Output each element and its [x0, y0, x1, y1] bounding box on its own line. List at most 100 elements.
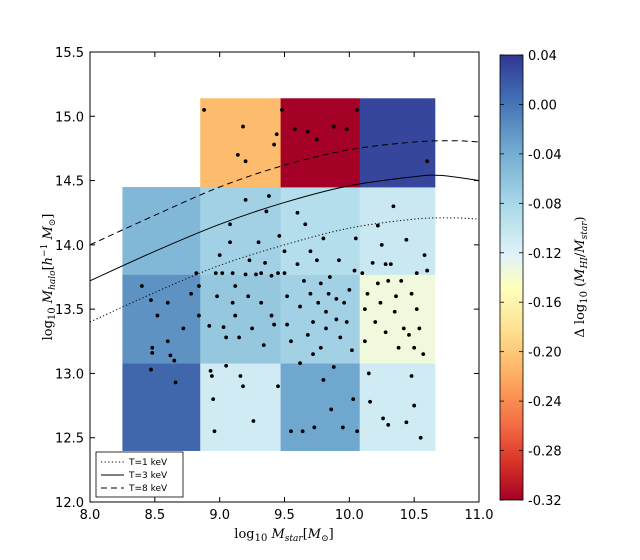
data-point	[292, 127, 297, 132]
heatmap-cell-6	[200, 98, 282, 188]
data-point	[334, 296, 339, 301]
y-tick-label: 15.0	[55, 110, 84, 125]
data-point	[381, 416, 385, 421]
data-point	[243, 159, 248, 164]
y-axis-label: log10 Mhalo[h−1 M⊙]	[40, 214, 58, 341]
data-point	[355, 107, 360, 112]
data-point	[315, 137, 319, 142]
x-tick-label: 11.0	[465, 508, 494, 523]
data-point	[404, 237, 409, 242]
data-point	[298, 304, 302, 309]
data-point	[251, 419, 256, 423]
data-point	[289, 339, 293, 344]
data-point	[399, 278, 404, 283]
curve-dashed	[90, 140, 479, 246]
data-point	[401, 326, 406, 331]
data-point	[197, 313, 201, 318]
data-point	[329, 407, 334, 412]
data-point	[228, 222, 232, 227]
y-tick-label: 14.5	[55, 175, 84, 190]
heatmap-cell-7	[280, 363, 361, 451]
data-point	[295, 262, 300, 267]
heatmap-cell-8	[280, 274, 361, 364]
data-point	[351, 397, 356, 402]
data-point	[324, 326, 328, 331]
data-point	[391, 204, 396, 209]
data-point	[263, 260, 267, 265]
data-point	[338, 335, 343, 340]
data-point	[267, 194, 271, 198]
data-point	[282, 271, 287, 276]
data-point	[272, 322, 277, 327]
data-point	[295, 210, 300, 215]
data-point	[375, 281, 380, 286]
data-point	[316, 300, 321, 305]
data-point	[202, 107, 207, 112]
data-point	[224, 363, 229, 368]
data-point	[168, 353, 173, 358]
data-point	[386, 422, 391, 427]
x-axis-label: log10 Mstar[M⊙]	[234, 527, 333, 544]
data-point	[256, 240, 261, 245]
heatmap-cell-10	[280, 98, 361, 188]
data-point	[326, 291, 331, 296]
heatmap-cell-4	[200, 274, 282, 364]
data-point	[300, 429, 305, 434]
y-tick-label: 13.0	[55, 367, 84, 382]
data-point	[172, 358, 177, 363]
data-point	[243, 197, 248, 202]
data-point	[259, 300, 264, 305]
data-point	[277, 233, 282, 238]
y-axis-ticks: 12.0 12.5 13.0 13.5 14.0 14.5 15.0 15.5	[55, 46, 479, 511]
data-point	[250, 326, 254, 331]
data-point	[342, 300, 347, 305]
data-point	[315, 258, 319, 263]
x-tick-label: 8.5	[144, 508, 165, 523]
y-tick-label: 14.0	[55, 239, 84, 254]
x-tick-label: 8.0	[80, 508, 101, 523]
colorbar-tick-label: -0.04	[528, 148, 562, 163]
data-point	[269, 313, 274, 318]
data-point	[285, 294, 289, 299]
x-tick-label: 10.0	[335, 508, 364, 523]
data-point	[412, 403, 417, 408]
colorbar-tick-label: 0.04	[528, 49, 557, 64]
data-point	[246, 294, 251, 299]
heatmap-cell-14	[359, 98, 436, 188]
data-point	[409, 374, 414, 378]
data-point	[261, 343, 266, 348]
data-point	[303, 222, 308, 227]
data-point	[230, 300, 235, 305]
x-tick-label: 10.5	[400, 508, 429, 523]
data-point	[305, 129, 310, 134]
heatmap-cell-9	[280, 187, 361, 275]
data-point	[334, 317, 339, 322]
data-point	[211, 397, 216, 402]
data-point	[276, 384, 280, 389]
legend: T=1 keV T=3 keV T=8 keV	[95, 451, 184, 498]
heatmap-cell-0	[122, 363, 201, 451]
data-point	[285, 322, 289, 327]
colorbar-tick-label: -0.24	[528, 395, 562, 410]
colorbar	[499, 54, 524, 501]
data-point	[331, 124, 336, 129]
data-point	[298, 361, 302, 366]
data-point	[318, 281, 323, 286]
data-point	[254, 272, 258, 277]
data-point	[386, 278, 391, 283]
data-point	[360, 271, 365, 276]
data-point	[247, 258, 252, 263]
data-point	[207, 323, 212, 328]
colorbar-ticks: 0.04 0.00 -0.04 -0.08 -0.12 -0.16 -0.20 -0.24 -0…	[500, 49, 562, 509]
data-point	[324, 309, 328, 314]
data-point	[321, 236, 326, 241]
legend-label: T=3 keV	[128, 471, 168, 481]
data-point	[379, 242, 384, 247]
data-point	[289, 429, 293, 434]
colorbar-tick-label: 0.00	[528, 98, 557, 113]
data-point	[241, 384, 245, 389]
data-point	[318, 345, 323, 350]
data-point	[425, 268, 430, 273]
data-point	[274, 132, 279, 137]
legend-label: T=1 keV	[128, 458, 168, 468]
